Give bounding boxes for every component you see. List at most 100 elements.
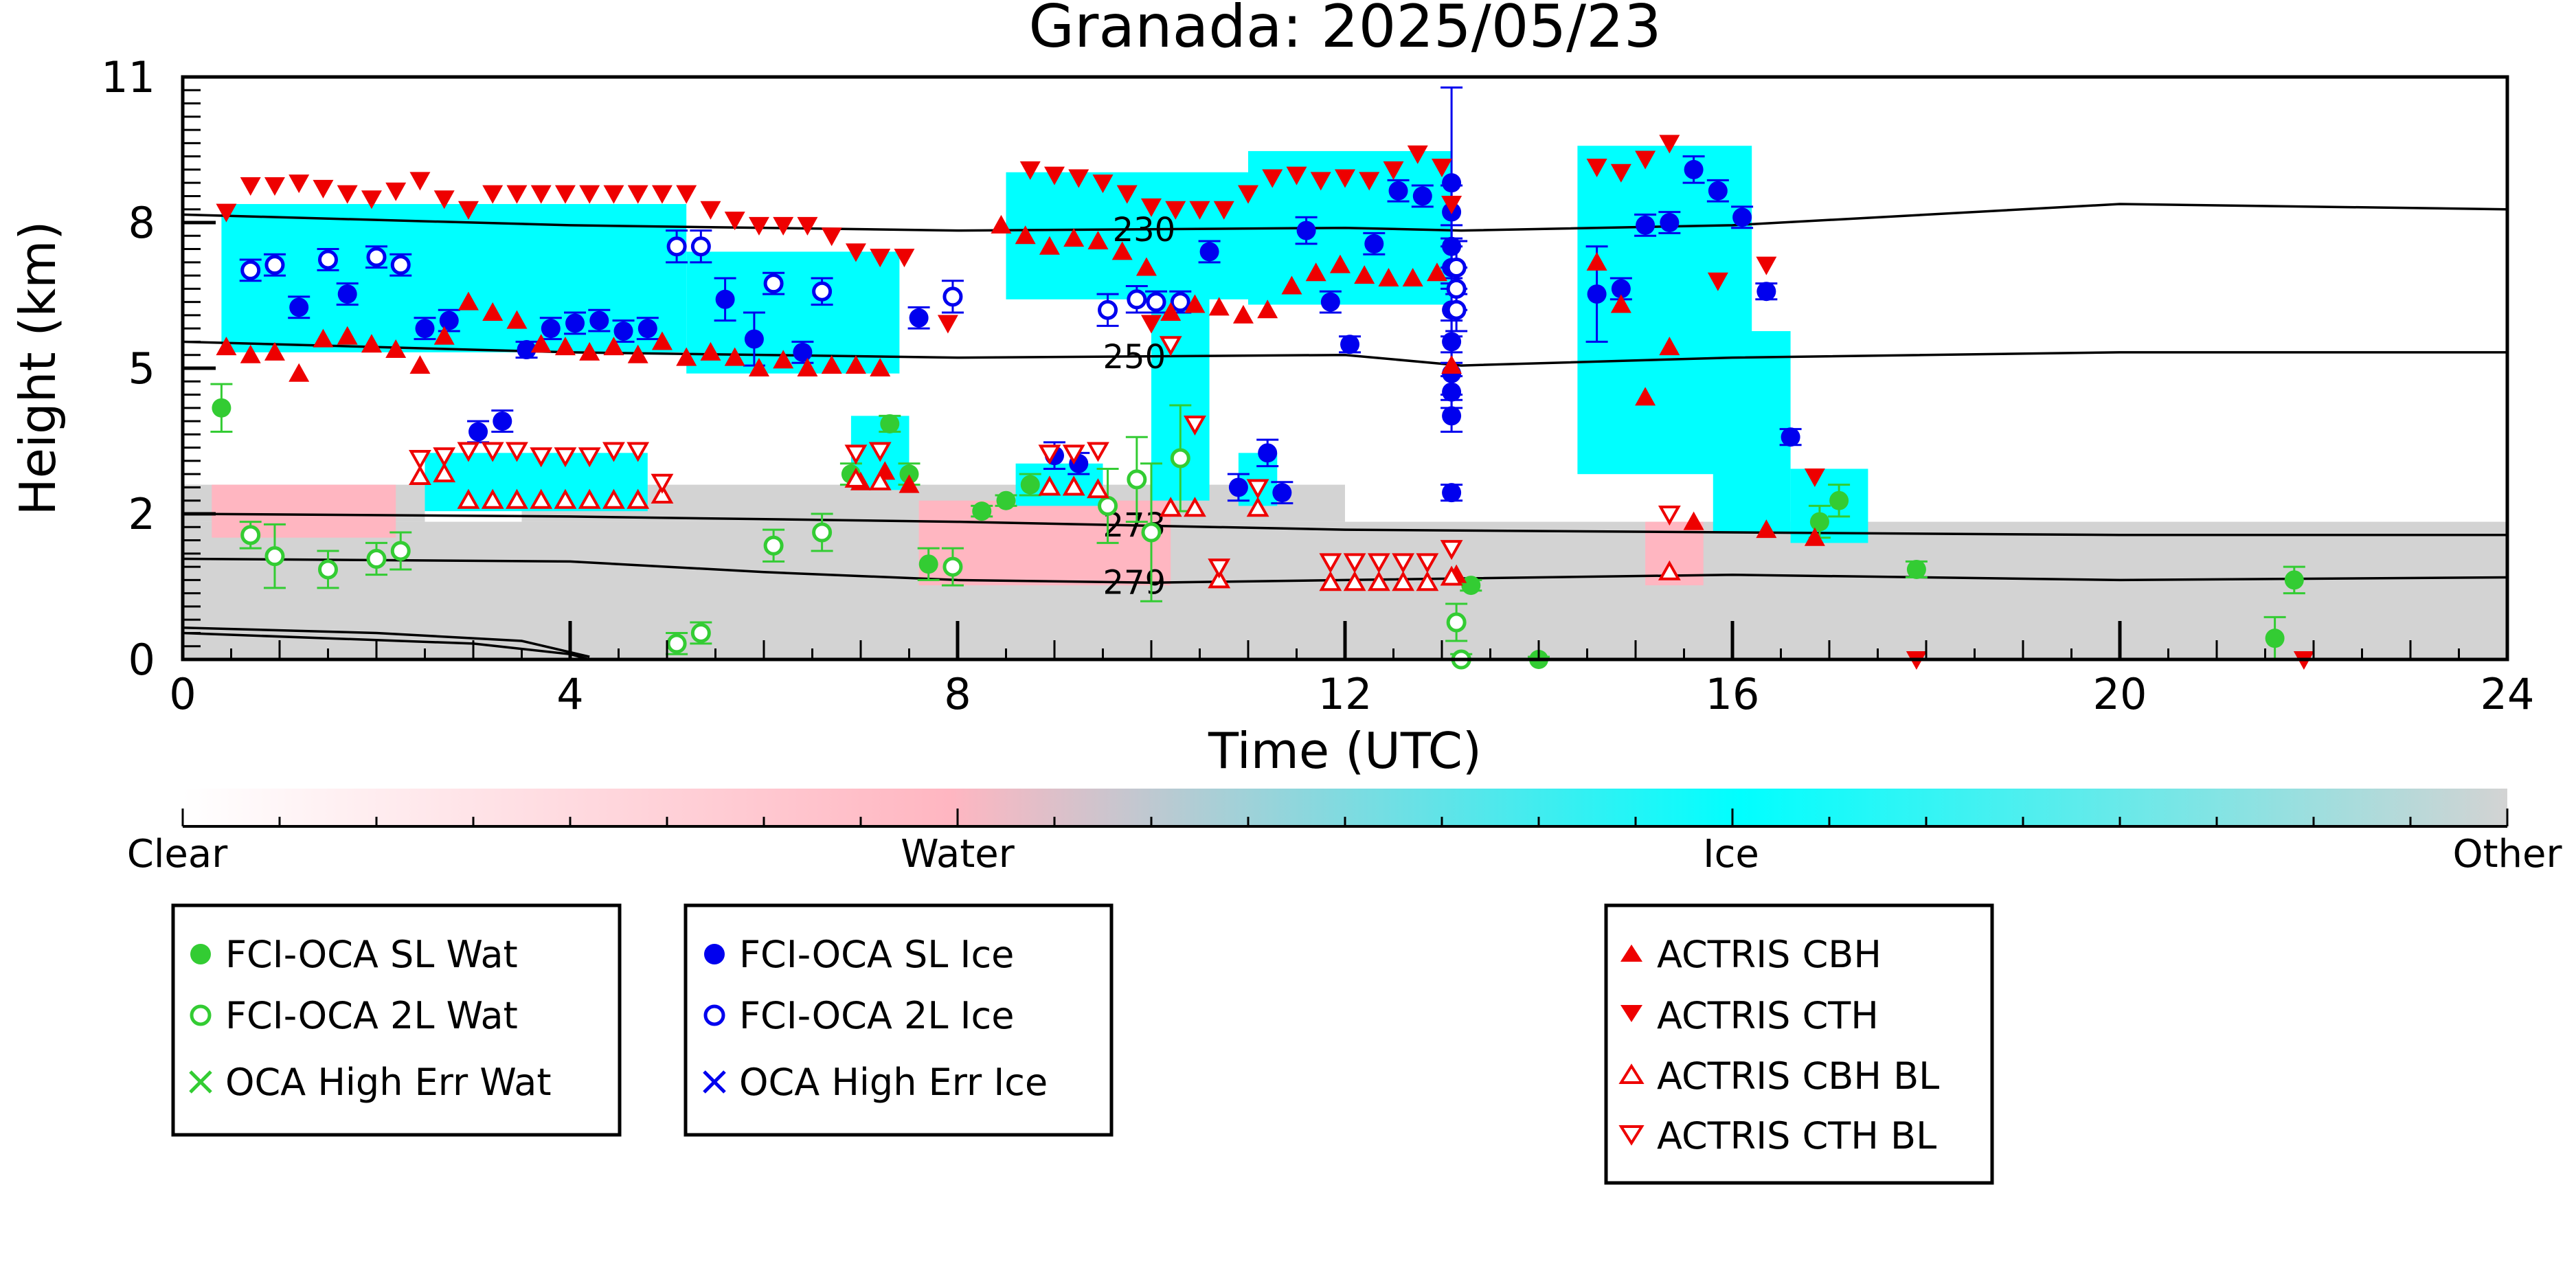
- x-marker-icon: [189, 1070, 212, 1094]
- data-point: [1392, 553, 1415, 574]
- data-point: [337, 284, 357, 304]
- legend-item: FCI-OCA 2L Ice: [703, 994, 1014, 1037]
- y-axis-ticks: 0 2 5 8 11: [101, 52, 216, 685]
- data-point: [748, 216, 769, 236]
- data-point: [1756, 256, 1777, 275]
- data-point: [1141, 522, 1162, 543]
- data-point: [724, 347, 745, 366]
- data-point: [1246, 479, 1269, 499]
- x-axis-ticks: 0 4 8 12 16 20 24: [169, 621, 2534, 719]
- data-point: [1165, 201, 1186, 220]
- data-point: [482, 185, 504, 204]
- temperature-contour-line: [183, 203, 2507, 232]
- data-point: [337, 185, 358, 204]
- data-point: [1170, 448, 1190, 468]
- data-point: [1257, 300, 1278, 319]
- data-point: [1781, 427, 1800, 447]
- data-point: [1329, 254, 1351, 273]
- data-point: [1416, 553, 1439, 574]
- data-point: [651, 473, 674, 494]
- data-point: [2284, 570, 2304, 590]
- legend-item: OCA High Err Ice: [703, 1061, 1048, 1104]
- y-tick-label: 5: [128, 343, 155, 394]
- data-point: [1442, 406, 1462, 426]
- region-water: [212, 484, 396, 538]
- data-point: [390, 541, 411, 561]
- open-circle-icon: [703, 1004, 725, 1026]
- data-point: [506, 310, 528, 329]
- data-point: [744, 329, 764, 349]
- legend-label: ACTRIS CTH: [1657, 994, 1879, 1037]
- data-point: [530, 185, 552, 204]
- legend-label: FCI-OCA SL Ice: [739, 933, 1014, 976]
- data-point: [1159, 336, 1182, 357]
- data-point: [1098, 495, 1118, 516]
- data-point: [763, 535, 784, 556]
- colorbar-label-water: Water: [901, 832, 1015, 877]
- data-point: [2265, 629, 2285, 648]
- data-point: [1586, 251, 1607, 271]
- data-point: [1111, 241, 1133, 260]
- legend-water: FCI-OCA SL Wat FCI-OCA 2L Wat OCA High E…: [171, 903, 622, 1137]
- data-point: [1039, 236, 1060, 255]
- data-point: [676, 347, 697, 366]
- data-point: [240, 260, 261, 280]
- data-point: [690, 236, 711, 257]
- x-tick-label: 4: [556, 669, 583, 719]
- data-point: [1208, 297, 1230, 316]
- data-point: [1359, 172, 1380, 191]
- chart-title: Granada: 2025/05/23: [1028, 0, 1661, 61]
- data-point: [1707, 272, 1728, 291]
- data-point: [613, 321, 633, 341]
- data-point: [1087, 442, 1109, 462]
- data-point: [942, 556, 963, 577]
- data-point: [1320, 292, 1340, 312]
- data-point: [1184, 415, 1206, 436]
- data-point: [1906, 559, 1926, 579]
- data-point: [1804, 527, 1825, 546]
- data-point: [240, 525, 261, 545]
- filled-triangle-up-icon: [1620, 945, 1642, 962]
- data-point: [1019, 161, 1041, 180]
- data-point: [264, 255, 285, 275]
- data-point: [1441, 196, 1462, 215]
- data-point: [530, 334, 552, 353]
- data-point: [1446, 300, 1467, 320]
- data-point: [409, 172, 431, 191]
- data-point: [1636, 215, 1656, 235]
- data-point: [1286, 166, 1307, 185]
- data-point: [602, 488, 625, 509]
- data-point: [868, 470, 892, 490]
- legend-label: OCA High Err Ice: [739, 1061, 1048, 1104]
- data-point: [880, 414, 900, 433]
- data-point: [216, 203, 237, 223]
- data-point: [602, 442, 625, 462]
- legend-item: ACTRIS CTH BL: [1618, 1114, 1936, 1157]
- data-point: [773, 216, 794, 236]
- data-point: [1296, 221, 1316, 240]
- data-point: [1364, 234, 1384, 253]
- y-axis-label: Height (km): [9, 221, 67, 516]
- data-point: [1127, 469, 1147, 490]
- data-point: [666, 633, 687, 654]
- data-point: [457, 442, 480, 462]
- data-point: [724, 212, 745, 231]
- data-point: [1442, 382, 1462, 402]
- legend-label: ACTRIS CBH BL: [1657, 1054, 1939, 1098]
- data-point: [1440, 565, 1463, 586]
- legend-label: FCI-OCA 2L Wat: [225, 994, 518, 1037]
- data-point: [627, 185, 648, 204]
- data-point: [530, 488, 553, 509]
- data-point: [845, 243, 866, 262]
- data-point: [318, 559, 338, 580]
- data-point: [845, 355, 866, 374]
- data-point: [844, 467, 868, 488]
- data-point: [991, 214, 1012, 234]
- data-point: [554, 488, 577, 509]
- data-point: [517, 340, 536, 360]
- colorbar-label-clear: Clear: [127, 832, 228, 877]
- data-point: [1038, 444, 1061, 465]
- data-point: [1383, 161, 1404, 180]
- data-point: [748, 358, 769, 376]
- legend-actris-box: [1604, 903, 1994, 1185]
